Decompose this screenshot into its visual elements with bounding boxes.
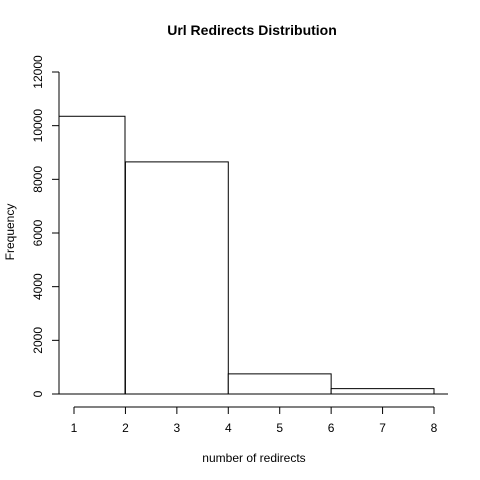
chart-title: Url Redirects Distribution xyxy=(167,22,337,38)
histogram-bar-1-2 xyxy=(58,115,126,395)
x-tick-label: 1 xyxy=(71,421,78,435)
y-axis: 0 2000 4000 6000 8000 10000 12000 xyxy=(31,55,60,397)
y-tick-label: 2000 xyxy=(31,327,45,354)
bars-group xyxy=(58,115,435,395)
x-tick-label: 4 xyxy=(225,421,232,435)
y-tick-label: 12000 xyxy=(31,55,45,89)
x-tick-label: 8 xyxy=(431,421,438,435)
histogram-bar-4-6 xyxy=(227,373,332,395)
histogram-bar-2-4 xyxy=(124,161,229,395)
histogram-bar-6-8 xyxy=(330,388,435,395)
x-tick-label: 3 xyxy=(174,421,181,435)
x-axis: 1 2 3 4 5 6 7 8 xyxy=(71,406,438,435)
x-tick-label: 7 xyxy=(379,421,386,435)
y-axis-label: Frequency xyxy=(3,204,17,261)
x-axis-label: number of redirects xyxy=(202,451,305,465)
y-tick-label: 6000 xyxy=(31,219,45,246)
y-tick-label: 10000 xyxy=(31,109,45,143)
y-tick-label: 0 xyxy=(31,390,45,397)
y-tick-label: 8000 xyxy=(31,166,45,193)
x-tick-label: 5 xyxy=(276,421,283,435)
x-tick-label: 2 xyxy=(122,421,129,435)
y-tick-label: 4000 xyxy=(31,273,45,300)
x-tick-label: 6 xyxy=(328,421,335,435)
